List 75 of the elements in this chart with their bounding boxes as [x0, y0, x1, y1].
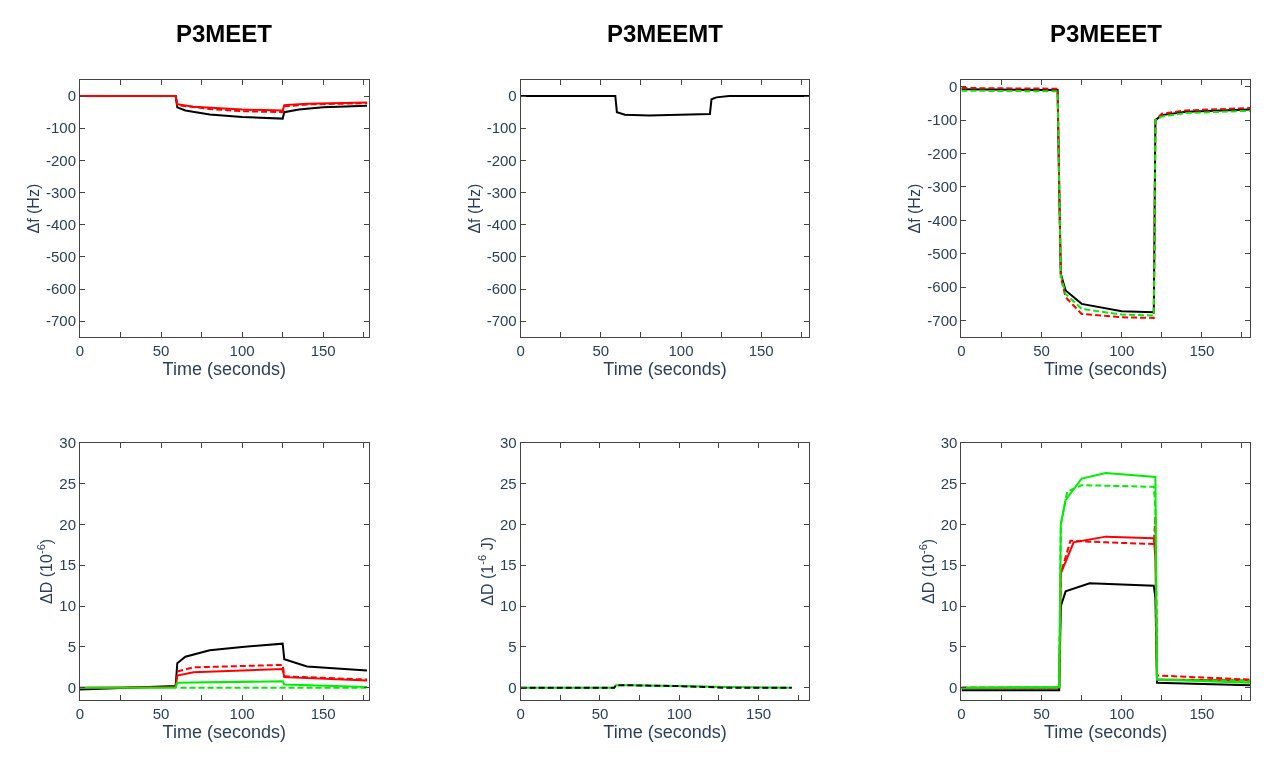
x-tick-label: 100 — [1109, 342, 1135, 360]
y-tick-label: 30 — [500, 433, 517, 451]
y-tick-label: -500 — [486, 248, 517, 266]
y-tick-label: 0 — [67, 679, 76, 696]
y-tick-label: -300 — [486, 183, 517, 201]
y-tick-label: 25 — [940, 474, 958, 492]
y-axis-title: Δf (Hz) — [24, 183, 42, 234]
y-tick-label: 5 — [508, 638, 517, 656]
y-tick-label: 10 — [500, 597, 517, 615]
x-tick-label: 150 — [746, 705, 772, 722]
y-tick-label: 0 — [508, 679, 517, 696]
y-tick-label: 30 — [59, 433, 76, 451]
x-axis-title: Time (seconds) — [162, 359, 286, 380]
y-tick-label: -100 — [927, 111, 958, 129]
y-tick-label: 15 — [500, 556, 517, 574]
y-tick-label: 5 — [949, 638, 958, 656]
x-tick-label: 50 — [1033, 342, 1050, 360]
y-tick-label: 0 — [949, 77, 958, 95]
y-tick-label: -600 — [486, 280, 517, 298]
y-tick-label: 25 — [59, 474, 76, 492]
x-tick-label: 50 — [591, 705, 609, 722]
chart-title: P3MEET — [176, 20, 273, 47]
y-tick-label: -300 — [927, 178, 958, 196]
chart-title: P3MEEMT — [607, 20, 724, 47]
y-tick-label: 20 — [59, 515, 76, 533]
x-tick-label: 50 — [152, 705, 170, 722]
y-tick-label: 5 — [67, 638, 76, 656]
x-tick-label: 150 — [310, 705, 336, 722]
y-tick-label: 10 — [59, 597, 76, 615]
y-tick-label: 10 — [940, 597, 958, 615]
y-tick-label: -300 — [45, 183, 76, 201]
x-axis-title: Time (seconds) — [162, 722, 286, 743]
x-tick-label: 50 — [592, 342, 610, 360]
y-tick-label: -600 — [45, 280, 76, 298]
x-axis-title: Time (seconds) — [603, 722, 727, 743]
x-tick-label: 150 — [310, 342, 336, 360]
y-axis-title: Δf (Hz) — [465, 183, 483, 234]
x-axis-title: Time (seconds) — [1044, 359, 1168, 380]
x-tick-label: 100 — [229, 342, 255, 360]
x-tick-label: 50 — [152, 342, 170, 360]
x-axis-title: Time (seconds) — [1044, 722, 1168, 743]
y-tick-label: -400 — [45, 215, 76, 233]
y-tick-label: -500 — [927, 245, 958, 263]
y-tick-label: -400 — [486, 215, 517, 233]
x-axis-title: Time (seconds) — [603, 359, 727, 380]
y-tick-label: -700 — [927, 311, 958, 329]
x-tick-label: 100 — [229, 705, 255, 722]
x-tick-label: 150 — [1189, 705, 1215, 722]
y-tick-label: -200 — [927, 144, 958, 162]
y-tick-label: 0 — [949, 679, 958, 696]
x-tick-label: 150 — [748, 342, 774, 360]
x-tick-label: 150 — [1189, 342, 1215, 360]
y-tick-label: 15 — [59, 556, 76, 574]
y-tick-label: 30 — [940, 433, 958, 451]
y-tick-label: 20 — [500, 515, 517, 533]
y-axis-title: Δf (Hz) — [906, 183, 924, 234]
x-tick-label: 100 — [668, 342, 694, 360]
y-tick-label: -100 — [45, 119, 76, 137]
x-tick-label: 100 — [1109, 705, 1135, 722]
y-tick-label: 0 — [508, 87, 517, 105]
y-tick-label: -700 — [45, 312, 76, 330]
y-tick-label: -700 — [486, 312, 517, 330]
x-tick-label: 50 — [1033, 705, 1050, 722]
y-tick-label: -500 — [45, 248, 76, 266]
y-tick-label: -100 — [486, 119, 517, 137]
y-tick-label: -200 — [486, 151, 517, 169]
y-tick-label: 20 — [940, 515, 958, 533]
y-tick-label: -200 — [45, 151, 76, 169]
chart-title: P3MEEET — [1050, 20, 1163, 47]
y-tick-label: 0 — [67, 87, 76, 105]
y-tick-label: -600 — [927, 278, 958, 296]
y-tick-label: 25 — [500, 474, 517, 492]
y-tick-label: -400 — [927, 211, 958, 229]
x-tick-label: 100 — [666, 705, 692, 722]
y-tick-label: 15 — [940, 556, 958, 574]
